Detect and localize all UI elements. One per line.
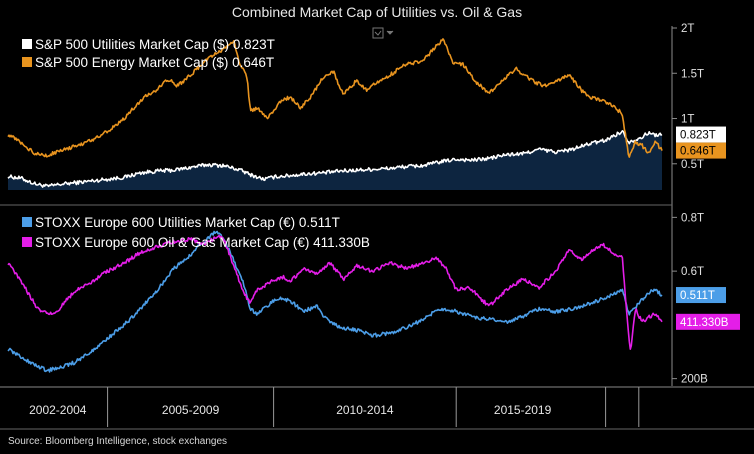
last-value-tag-label: 0.511T: [680, 290, 715, 302]
y-tick-label: 200B: [681, 374, 708, 386]
x-tick-label: 2010-2014: [336, 403, 394, 417]
area-fill-us-utilities: [8, 130, 662, 190]
chart-menu-icon: [372, 27, 394, 39]
last-value-tag-label: 411.330B: [680, 317, 729, 329]
y-tick-label: 1.5T: [681, 68, 704, 80]
legend-label-eu-utilities: STOXX Europe 600 Utilities Market Cap (€…: [35, 215, 340, 230]
legend-eu-oilgas: STOXX Europe 600 Oil & Gas Market Cap (€…: [22, 235, 370, 250]
x-tick-label: 2002-2004: [29, 403, 87, 417]
source-note: Source: Bloomberg Intelligence, stock ex…: [8, 436, 228, 447]
legend-label-us-utilities: S&P 500 Utilities Market Cap ($) 0.823T: [35, 37, 275, 52]
legend-swatch-us-energy: [22, 57, 32, 67]
legend-label-eu-oilgas: STOXX Europe 600 Oil & Gas Market Cap (€…: [35, 235, 370, 250]
legend-swatch-eu-oilgas: [22, 237, 32, 247]
legend-us-energy: S&P 500 Energy Market Cap ($) 0.646T: [22, 55, 274, 70]
last-value-tag-bg: [676, 313, 740, 330]
x-tick-label: 2015-2019: [494, 403, 552, 417]
legend-eu-utilities: STOXX Europe 600 Utilities Market Cap (€…: [22, 215, 340, 230]
y-tick-label: 0.5T: [681, 159, 704, 171]
y-tick-label: 0.6T: [681, 266, 704, 278]
chart-title: Combined Market Cap of Utilities vs. Oil…: [231, 4, 523, 20]
last-value-tag-bg: [676, 287, 726, 304]
series-line-us-energy: [7, 38, 663, 158]
legend-swatch-us-utilities: [22, 39, 32, 49]
legend-swatch-eu-utilities: [22, 217, 32, 227]
series-line-eu-oilgas: [7, 234, 663, 350]
last-value-tag-label: 0.823T: [680, 130, 716, 142]
last-value-tag-label: 0.646T: [680, 146, 716, 158]
y-tick-label: 0.8T: [681, 212, 704, 224]
series-line-us-utilities: [7, 130, 663, 188]
legend-us-utilities: S&P 500 Utilities Market Cap ($) 0.823T: [22, 37, 275, 52]
last-value-tag: 411.330B: [676, 313, 740, 330]
x-tick-label: 2005-2009: [162, 403, 220, 417]
last-value-tag-bg: [676, 126, 726, 143]
y-tick-label: 2T: [681, 23, 694, 35]
last-value-tag: 0.823T: [676, 126, 726, 143]
legend-label-us-energy: S&P 500 Energy Market Cap ($) 0.646T: [35, 55, 275, 70]
last-value-tag: 0.511T: [676, 287, 726, 304]
chart-menu-icon-box: [372, 27, 384, 39]
last-value-tag: 0.646T: [676, 142, 726, 159]
chart-menu-icon-caret: [386, 30, 394, 35]
chart-menu-icon-check: [374, 30, 382, 36]
last-value-tag-bg: [676, 142, 726, 159]
y-tick-label: 1T: [681, 114, 694, 126]
series-line-eu-utilities: [7, 230, 663, 373]
